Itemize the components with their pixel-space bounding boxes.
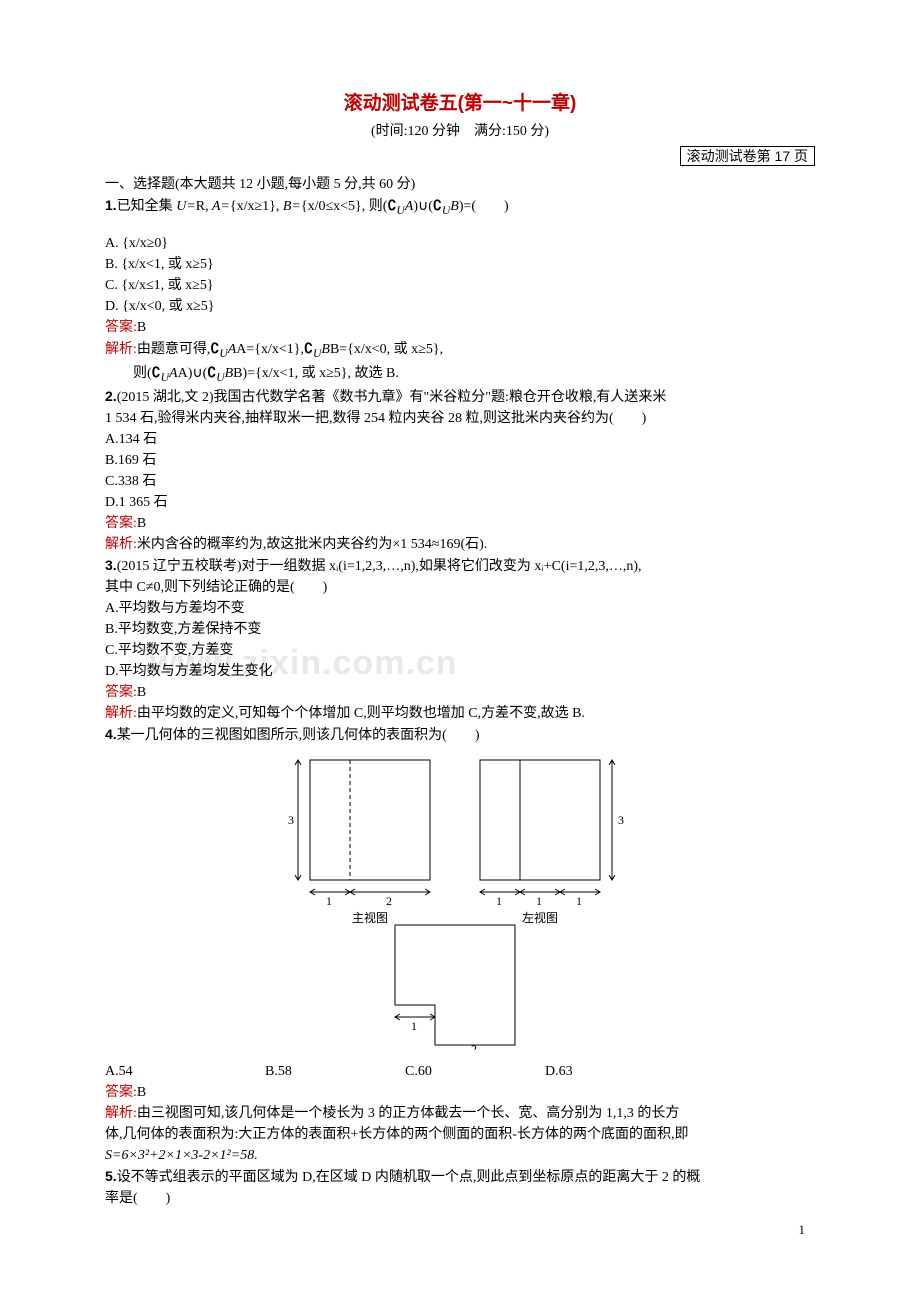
page-ref-box: 滚动测试卷第 17 页: [105, 146, 815, 168]
q3-optA: A.平均数与方差均不变: [105, 598, 815, 619]
q3-optC: C.平均数不变,方差变: [105, 640, 815, 661]
svg-text:3: 3: [618, 813, 624, 827]
q4-explain2: 体,几何体的表面积为:大正方体的表面积+长方体的两个侧面的面积-长方体的两个底面…: [105, 1124, 815, 1145]
section-heading: 一、选择题(本大题共 12 小题,每小题 5 分,共 60 分): [105, 174, 815, 195]
q1-optC: C. {x/x≤1, 或 x≥5}: [105, 275, 815, 296]
q3-stem1: 3.(2015 辽宁五校联考)对于一组数据 xᵢ(i=1,2,3,…,n),如果…: [105, 555, 815, 577]
q2-optC: C.338 石: [105, 471, 815, 492]
q2-answer: 答案:B: [105, 513, 815, 534]
q1-answer: 答案:B: [105, 317, 815, 338]
q2-stem2: 1 534 石,验得米内夹谷,抽样取米一把,数得 254 粒内夹谷 28 粒,则…: [105, 408, 815, 429]
q4-stem: 4.某一几何体的三视图如图所示,则该几何体的表面积为( ): [105, 724, 815, 746]
q3-stem2: 其中 C≠0,则下列结论正确的是( ): [105, 577, 815, 598]
q1-explain2: 则(∁UAA)∪(∁UBB)={x/x<1, 或 x≥5}, 故选 B.: [105, 362, 815, 386]
q4-figure: 3 1 2 主视图: [105, 750, 815, 1057]
q1-optB: B. {x/x<1, 或 x≥5}: [105, 254, 815, 275]
q4-explain3: S=6×3²+2×1×3-2×1²=58.: [105, 1145, 815, 1166]
q2-optD: D.1 365 石: [105, 492, 815, 513]
q3-optD: D.平均数与方差均发生变化: [105, 661, 815, 682]
q1-optA: A. {x/x≥0}: [105, 233, 815, 254]
q5-stem2: 率是( ): [105, 1188, 815, 1209]
q1-num: 1.: [105, 197, 117, 213]
svg-text:左视图: 左视图: [522, 910, 558, 925]
svg-text:1: 1: [536, 894, 542, 908]
page-subtitle: (时间:120 分钟 满分:150 分): [105, 121, 815, 142]
q3-explain: 解析:由平均数的定义,可知每个个体增加 C,则平均数也增加 C,方差不变,故选 …: [105, 703, 815, 724]
page-ref-text: 滚动测试卷第 17 页: [680, 146, 815, 166]
svg-text:1: 1: [326, 894, 332, 908]
svg-text:2: 2: [386, 894, 392, 908]
q3-answer: 答案:B: [105, 682, 815, 703]
q2-explain: 解析:米内含谷的概率约为,故这批米内夹谷约为×1 534≈169(石).: [105, 534, 815, 555]
q5-stem1: 5.设不等式组表示的平面区域为 D,在区域 D 内随机取一个点,则此点到坐标原点…: [105, 1166, 815, 1188]
q2-optA: A.134 石: [105, 429, 815, 450]
q4-answer: 答案:B: [105, 1082, 815, 1103]
q1-explain1: 解析:由题意可得,∁UAA={x/x<1},∁UBB={x/x<0, 或 x≥5…: [105, 338, 815, 362]
svg-text:主视图: 主视图: [352, 910, 388, 925]
svg-text:1: 1: [576, 894, 582, 908]
q4-explain1: 解析:由三视图可知,该几何体是一个棱长为 3 的正方体截去一个长、宽、高分别为 …: [105, 1103, 815, 1124]
q2-stem1: 2.(2015 湖北,文 2)我国古代数学名著《数书九章》有"米谷粒分"题:粮仓…: [105, 386, 815, 408]
q1-stem: 1.已知全集 U=R, A={x/x≥1}, B={x/0≤x<5}, 则(∁U…: [105, 195, 815, 219]
svg-text:3: 3: [288, 813, 294, 827]
q1-optD: D. {x/x<0, 或 x≥5}: [105, 296, 815, 317]
svg-text:1: 1: [411, 1019, 417, 1033]
page-title: 滚动测试卷五(第一~十一章): [105, 90, 815, 119]
page-number: 1: [799, 1220, 806, 1240]
svg-text:2: 2: [471, 1042, 477, 1050]
q2-optB: B.169 石: [105, 450, 815, 471]
q4-options: A.54 B.58 C.60 D.63: [105, 1061, 815, 1082]
svg-text:1: 1: [496, 894, 502, 908]
q1-blank: [105, 219, 815, 233]
three-view-svg: 3 1 2 主视图: [280, 750, 640, 1050]
q3-optB: B.平均数变,方差保持不变: [105, 619, 815, 640]
